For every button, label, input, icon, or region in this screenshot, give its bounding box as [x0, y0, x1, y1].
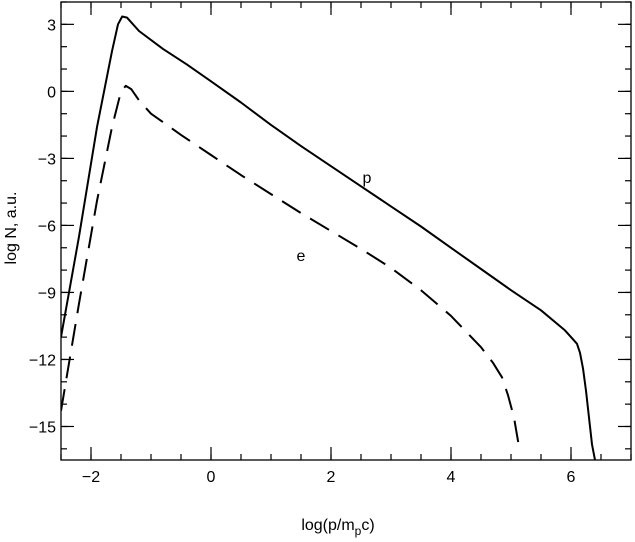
x-tick-label: −2 — [82, 469, 100, 486]
y-tick-label: −3 — [38, 151, 56, 168]
tick-labels: −2 0 2 4 6 3 0 −3 −6 −9 −12 −15 — [29, 17, 576, 486]
x-axis-label-tail: c) — [361, 517, 374, 534]
annotations: pe — [297, 170, 372, 265]
x-axis-label-subscript: p — [355, 524, 362, 538]
series-line-e — [61, 84, 520, 443]
plot-frame — [60, 1, 632, 461]
y-tick-label: −9 — [38, 285, 56, 302]
y-tick-label: 0 — [47, 84, 56, 101]
x-tick-label: 4 — [447, 469, 456, 486]
x-tick-label: 2 — [327, 469, 336, 486]
x-axis-label: log(p/mpc) — [301, 517, 374, 538]
y-axis-label: log N, a.u. — [3, 192, 20, 265]
x-tick-label: 6 — [567, 469, 576, 486]
x-tick-label: 0 — [207, 469, 216, 486]
y-tick-label: 3 — [47, 17, 56, 34]
series-group — [61, 15, 596, 460]
curve-label-p: p — [363, 170, 372, 187]
curve-label-e: e — [297, 248, 306, 265]
y-tick-label: −15 — [29, 419, 56, 436]
y-tick-label: −6 — [38, 218, 56, 235]
tick-marks — [60, 1, 632, 460]
y-tick-label: −12 — [29, 352, 56, 369]
series-line-p — [61, 15, 596, 460]
